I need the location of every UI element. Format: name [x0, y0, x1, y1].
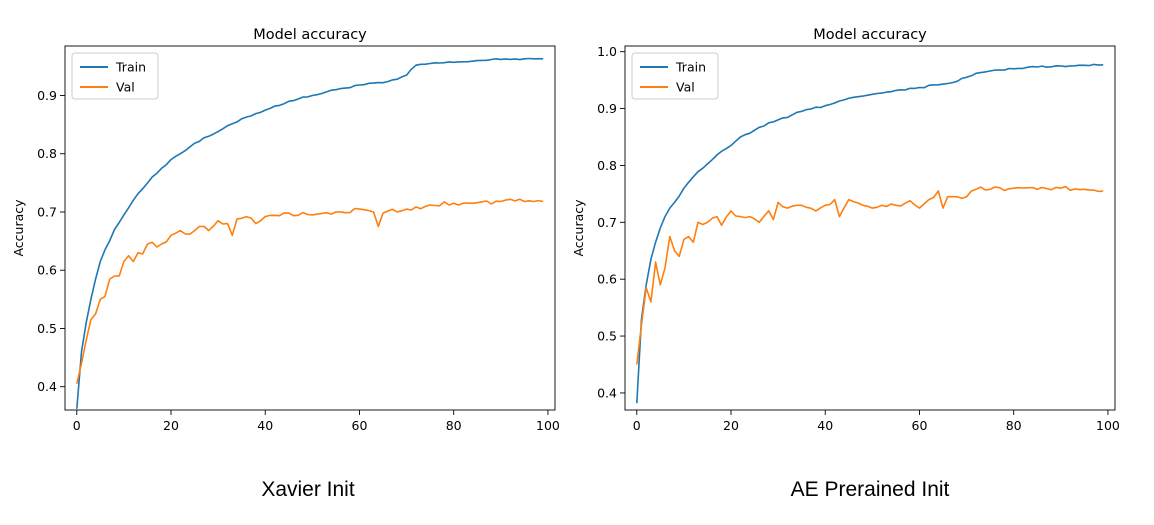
y-tick-label: 0.5	[597, 329, 617, 344]
y-tick-label: 0.7	[597, 215, 617, 230]
y-axis-label: Accuracy	[11, 199, 26, 257]
plot-frame	[64, 45, 556, 411]
legend-label-train: Train	[675, 60, 706, 75]
chart-title: Model accuracy	[253, 27, 367, 43]
x-tick-label: 60	[912, 418, 928, 433]
y-tick-label: 0.8	[597, 158, 617, 173]
plot-frame	[624, 45, 1116, 411]
chart-1: 0 20 40 60 80 100 0.4 0.5 0.6 0.7 0.8 0.9 1.0 Model a…	[571, 27, 1120, 433]
y-tick-label: 1.0	[597, 44, 617, 59]
x-tick-label: 100	[1096, 418, 1120, 433]
x-tick-label: 40	[257, 418, 273, 433]
chart-0: 0 20 40 60 80 100 0.4 0.5 0.6 0.7 0.8 0.9 Model accu…	[11, 27, 560, 433]
caption-ae-pretrained-init: AE Prerained Init	[790, 478, 950, 501]
y-tick-label: 0.6	[37, 263, 57, 278]
y-tick-label: 0.9	[37, 88, 57, 103]
series-line-train	[636, 63, 1104, 404]
series-line-val	[636, 185, 1104, 365]
chart-title: Model accuracy	[813, 27, 927, 43]
y-tick-label: 0.6	[597, 272, 617, 287]
legend-label-val: Val	[116, 80, 135, 95]
legend-label-val: Val	[676, 80, 695, 95]
caption-xavier-init: Xavier Init	[261, 478, 355, 501]
x-tick-label: 0	[633, 418, 641, 433]
y-tick-label: 0.8	[37, 146, 57, 161]
y-axis-label: Accuracy	[571, 199, 586, 257]
x-tick-label: 40	[817, 418, 833, 433]
y-tick-label: 0.4	[597, 385, 617, 400]
x-tick-label: 60	[352, 418, 368, 433]
x-tick-label: 100	[536, 418, 560, 433]
x-tick-label: 80	[446, 418, 462, 433]
legend-label-train: Train	[115, 60, 146, 75]
x-tick-label: 20	[723, 418, 739, 433]
y-tick-label: 0.9	[597, 101, 617, 116]
x-tick-label: 80	[1006, 418, 1022, 433]
series-line-val	[76, 198, 544, 384]
x-tick-label: 0	[73, 418, 81, 433]
y-tick-label: 0.4	[37, 379, 57, 394]
series-line-train	[76, 57, 544, 409]
y-tick-label: 0.7	[37, 204, 57, 219]
x-tick-label: 20	[163, 418, 179, 433]
y-tick-label: 0.5	[37, 321, 57, 336]
